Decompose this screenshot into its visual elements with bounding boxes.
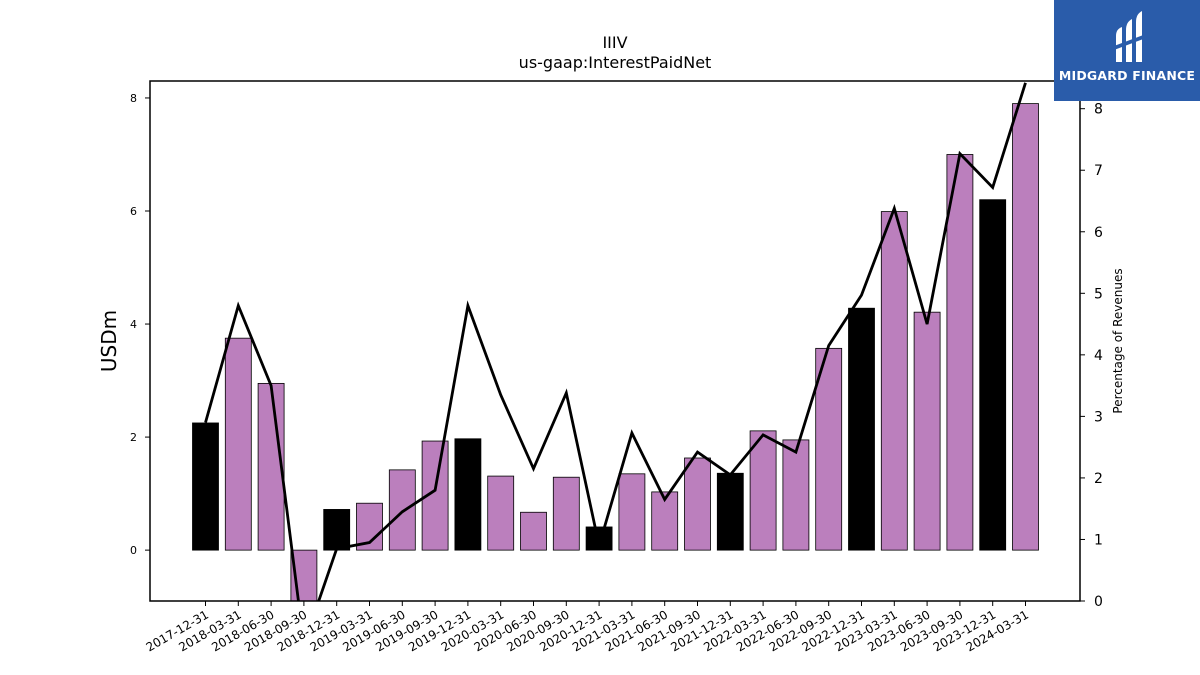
y-tick-label: 0 (130, 544, 137, 557)
bar-2020-06-30 (520, 511, 547, 551)
bar-2020-09-30 (552, 476, 580, 551)
logo-text: MIDGARD FINANCE (1058, 68, 1196, 83)
line-series (204, 82, 1027, 601)
logo-mark-icon (1114, 11, 1146, 62)
y-tick-label: 4 (130, 318, 137, 331)
bar-2019-06-30 (388, 469, 416, 551)
bar-2018-03-31 (224, 337, 252, 551)
bar-2020-12-31 (585, 526, 613, 551)
bar-2018-06-30 (257, 382, 285, 551)
y-tick-label: 2 (130, 431, 137, 444)
y2-tick-label: 3 (1094, 409, 1103, 425)
bar-2023-12-31 (979, 199, 1007, 551)
y2-tick-label: 6 (1094, 225, 1103, 241)
plot-area (192, 82, 1039, 601)
brand-logo: MIDGARD FINANCE (1054, 0, 1200, 101)
bar-2023-06-30 (913, 311, 941, 551)
y-tick-label: 8 (130, 92, 137, 105)
y2-tick-label: 8 (1094, 102, 1103, 118)
bar-2022-12-31 (848, 307, 875, 551)
y-tick-label: 6 (130, 205, 137, 218)
bar-2023-03-31 (880, 211, 908, 551)
bar-2023-09-30 (946, 154, 974, 551)
bar-2021-12-31 (716, 472, 744, 551)
chart-subtitle: us-gaap:InterestPaidNet (519, 53, 712, 72)
y2-tick-label: 2 (1094, 471, 1103, 487)
bar-2021-03-31 (618, 473, 646, 551)
bar-2021-09-30 (684, 457, 711, 551)
y-axis-label: USDm (97, 310, 121, 372)
y2-tick-label: 0 (1094, 594, 1103, 610)
plot-frame (149, 80, 1081, 602)
bar-2019-12-31 (454, 438, 482, 551)
bar-2024-03-31 (1012, 103, 1039, 551)
y2-tick-label: 1 (1094, 532, 1103, 548)
bar-2022-09-30 (815, 347, 843, 551)
y2-tick-label: 4 (1094, 348, 1103, 364)
bar-2020-03-31 (487, 475, 515, 551)
bar-2017-12-31 (192, 422, 219, 551)
y2-axis-label: Percentage of Revenues (1111, 268, 1125, 413)
bar-2018-12-31 (323, 509, 351, 551)
y2-tick-label: 5 (1094, 286, 1103, 302)
bar-2022-06-30 (782, 439, 810, 551)
chart-title: IIIV (602, 33, 627, 52)
y2-tick-label: 7 (1094, 163, 1103, 179)
bar-2022-03-31 (749, 430, 777, 551)
